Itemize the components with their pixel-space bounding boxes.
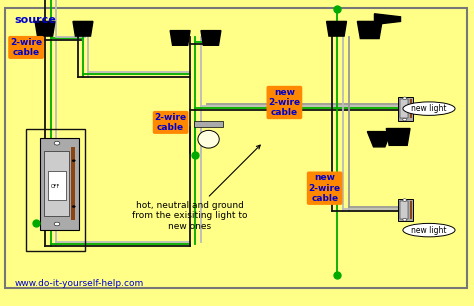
Text: OFF: OFF [50, 184, 60, 189]
Ellipse shape [198, 130, 219, 148]
Polygon shape [374, 14, 401, 24]
Bar [410, 201, 412, 219]
Text: new light: new light [411, 226, 447, 235]
Circle shape [403, 199, 407, 201]
Ellipse shape [403, 223, 455, 237]
Bar [194, 121, 223, 127]
Polygon shape [201, 31, 221, 45]
Circle shape [403, 97, 407, 99]
Bar [400, 99, 408, 118]
Bar [410, 99, 412, 118]
Polygon shape [170, 31, 190, 45]
Text: 2-wire
cable: 2-wire cable [155, 113, 187, 132]
Text: new
2-wire
cable: new 2-wire cable [268, 88, 301, 118]
Bar [400, 201, 408, 219]
Ellipse shape [403, 102, 455, 115]
Circle shape [72, 205, 76, 208]
Polygon shape [386, 129, 410, 145]
Text: new light: new light [411, 104, 447, 113]
Text: www.do-it-yourself-help.com: www.do-it-yourself-help.com [14, 278, 144, 288]
Bar [40, 138, 79, 230]
Text: 2-wire
cable: 2-wire cable [10, 38, 42, 57]
Circle shape [72, 159, 76, 162]
Polygon shape [73, 21, 93, 36]
Bar [26, 129, 85, 251]
Bar [71, 147, 75, 220]
Text: new
2-wire
cable: new 2-wire cable [309, 173, 341, 203]
Bar [398, 97, 413, 121]
Circle shape [54, 141, 60, 145]
Polygon shape [35, 21, 55, 36]
Polygon shape [327, 21, 346, 36]
Bar [48, 171, 65, 200]
Bar [398, 199, 413, 221]
Bar [44, 151, 70, 216]
FancyBboxPatch shape [5, 8, 467, 288]
Circle shape [403, 218, 407, 221]
Text: hot, neutral and ground
from the exisiting light to
new ones: hot, neutral and ground from the exisiti… [132, 145, 260, 231]
Circle shape [403, 118, 407, 121]
Text: source: source [14, 15, 56, 25]
Circle shape [54, 222, 60, 226]
Polygon shape [367, 132, 391, 147]
Polygon shape [357, 21, 382, 39]
